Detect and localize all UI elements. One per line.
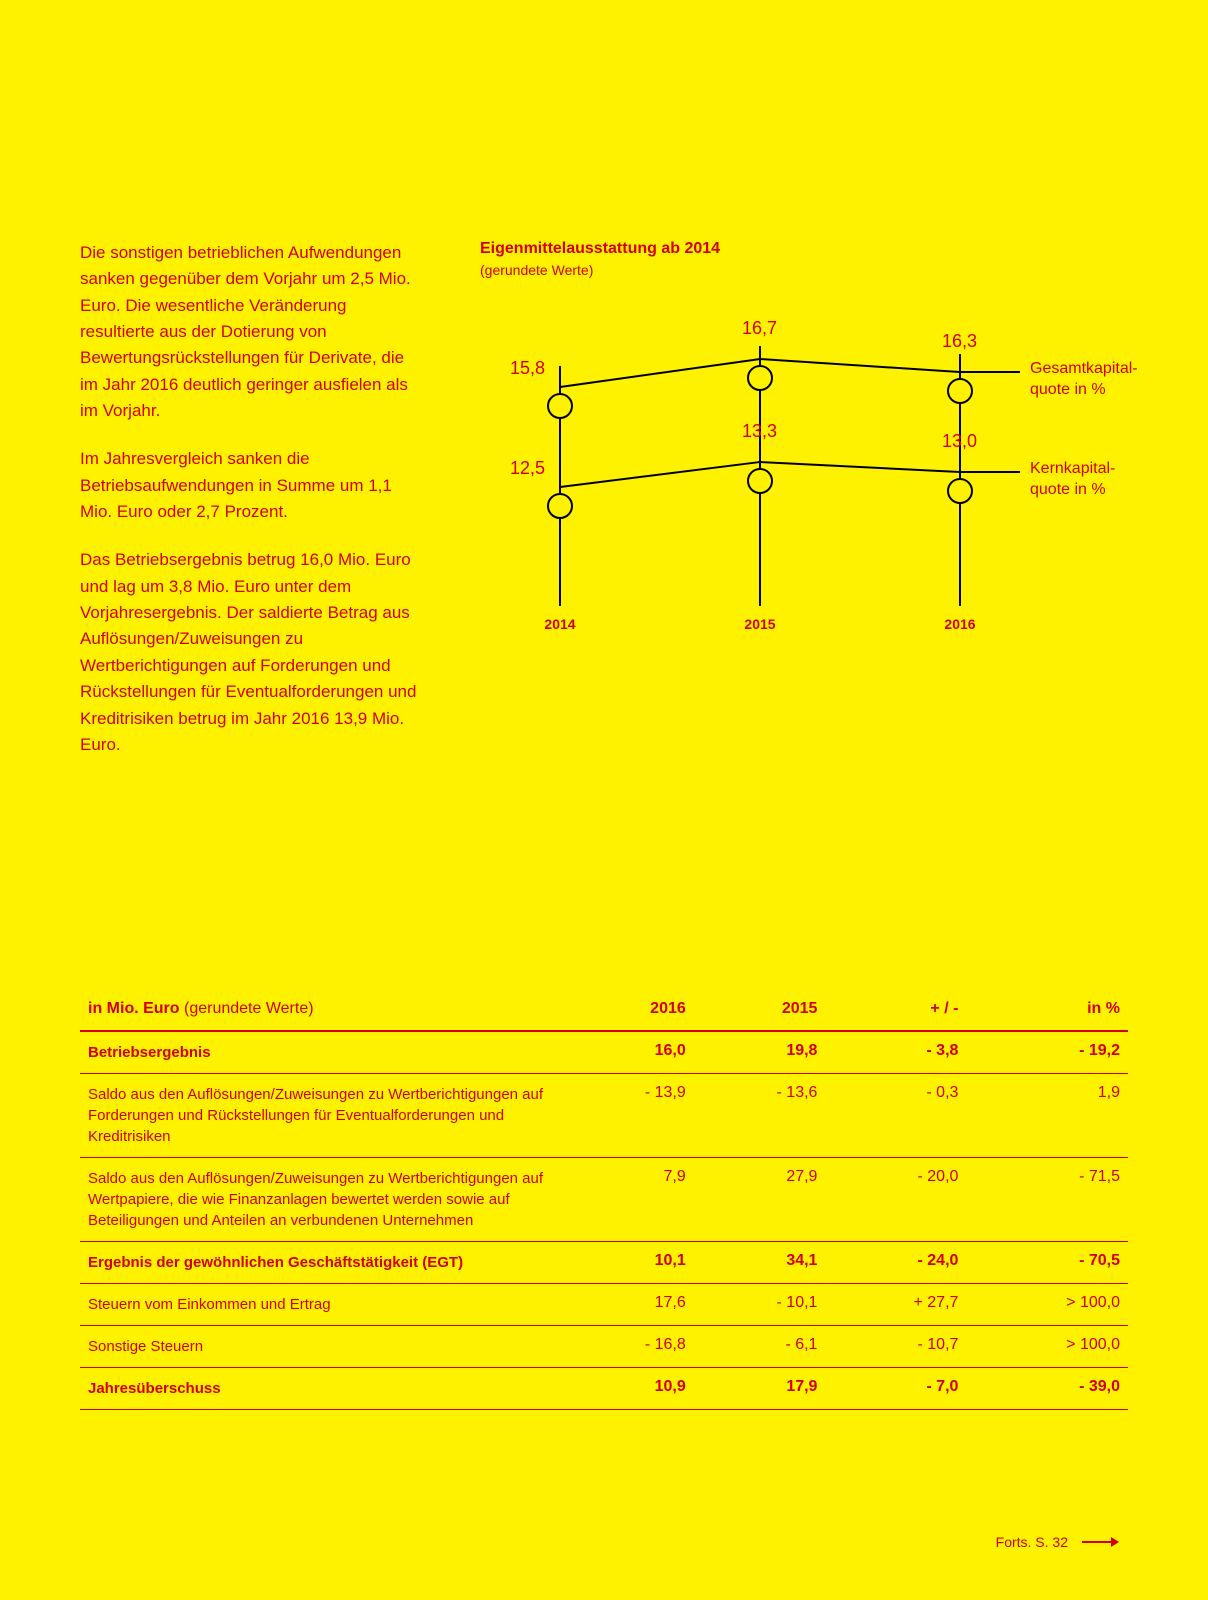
- table-cell: - 24,0: [825, 1242, 966, 1284]
- table-cell: 19,8: [694, 1031, 826, 1074]
- table-cell: 7,9: [562, 1158, 694, 1242]
- table-cell: 27,9: [694, 1158, 826, 1242]
- table-row: Betriebsergebnis 16,019,8- 3,8- 19,2: [80, 1031, 1128, 1074]
- table-cell: - 71,5: [966, 1158, 1128, 1242]
- table-cell: 10,9: [562, 1368, 694, 1410]
- chart-data-point: [947, 478, 973, 504]
- chart-data-point: [547, 493, 573, 519]
- chart-line: [560, 358, 760, 388]
- table-row: Sonstige Steuern - 16,8- 6,1- 10,7> 100,0: [80, 1326, 1128, 1368]
- table-cell: 17,9: [694, 1368, 826, 1410]
- table-cell: 16,0: [562, 1031, 694, 1074]
- table-cell: - 7,0: [825, 1368, 966, 1410]
- chart-line: [560, 461, 760, 488]
- chart-value-label: 12,5: [510, 458, 545, 479]
- table-cell: 34,1: [694, 1242, 826, 1284]
- table-column-header: in %: [966, 990, 1128, 1031]
- chart-line: [760, 358, 960, 373]
- chart-series-label: Gesamtkapital-quote in %: [1030, 359, 1138, 401]
- chart-value-label: 16,3: [942, 331, 977, 352]
- table-row-label: Saldo aus den Auflösungen/Zuweisungen zu…: [88, 1168, 554, 1231]
- chart-data-point: [947, 378, 973, 404]
- table-header-label: in Mio. Euro (gerundete Werte): [80, 990, 562, 1031]
- chart-leader-line: [960, 371, 1020, 373]
- chart-title: Eigenmittelausstattung ab 2014: [480, 240, 1128, 258]
- continuation-note: Forts. S. 32: [996, 1534, 1068, 1550]
- table-cell: - 10,1: [694, 1284, 826, 1326]
- table-cell: - 3,8: [825, 1031, 966, 1074]
- paragraph-1: Die sonstigen betrieblichen Aufwendungen…: [80, 240, 420, 424]
- table-cell: - 10,7: [825, 1326, 966, 1368]
- table-row-label: Ergebnis der gewöhnlichen Geschäftstätig…: [88, 1252, 463, 1273]
- table-cell: - 16,8: [562, 1326, 694, 1368]
- page-footer: Forts. S. 32: [996, 1534, 1118, 1550]
- chart-value-label: 13,3: [742, 421, 777, 442]
- table-cell: 10,1: [562, 1242, 694, 1284]
- chart-value-label: 13,0: [942, 431, 977, 452]
- table-row-label: Jahresüberschuss: [88, 1378, 221, 1399]
- capital-chart: Gesamtkapital-quote in %Kernkapital-quot…: [480, 286, 1120, 606]
- chart-column: Eigenmittelausstattung ab 2014 (gerundet…: [480, 240, 1128, 780]
- table-row: Saldo aus den Auflösungen/Zuweisungen zu…: [80, 1074, 1128, 1158]
- table-cell: - 6,1: [694, 1326, 826, 1368]
- chart-subtitle: (gerundete Werte): [480, 262, 1128, 278]
- table-row: Saldo aus den Auflösungen/Zuweisungen zu…: [80, 1158, 1128, 1242]
- table-cell: 17,6: [562, 1284, 694, 1326]
- paragraph-3: Das Betriebsergebnis betrug 16,0 Mio. Eu…: [80, 547, 420, 758]
- arrow-right-icon: [1082, 1541, 1118, 1543]
- table-cell: + 27,7: [825, 1284, 966, 1326]
- paragraph-2: Im Jahresvergleich sanken die Betriebsau…: [80, 446, 420, 525]
- chart-data-point: [747, 365, 773, 391]
- chart-value-label: 16,7: [742, 318, 777, 339]
- table-column-header: + / -: [825, 990, 966, 1031]
- chart-year-label: 2015: [744, 616, 775, 632]
- table-cell: > 100,0: [966, 1326, 1128, 1368]
- table-row-label: Saldo aus den Auflösungen/Zuweisungen zu…: [88, 1084, 554, 1147]
- chart-value-label: 15,8: [510, 358, 545, 379]
- table-cell: > 100,0: [966, 1284, 1128, 1326]
- table-row-label: Sonstige Steuern: [88, 1336, 203, 1357]
- table-column-header: 2015: [694, 990, 826, 1031]
- table-cell: - 19,2: [966, 1031, 1128, 1074]
- table-row: Ergebnis der gewöhnlichen Geschäftstätig…: [80, 1242, 1128, 1284]
- table-cell: - 13,6: [694, 1074, 826, 1158]
- table-cell: - 0,3: [825, 1074, 966, 1158]
- chart-line: [760, 461, 960, 473]
- table-column-header: 2016: [562, 990, 694, 1031]
- table-cell: - 70,5: [966, 1242, 1128, 1284]
- chart-year-label: 2016: [944, 616, 975, 632]
- chart-year-label: 2014: [544, 616, 575, 632]
- table-cell: 1,9: [966, 1074, 1128, 1158]
- table-row: Steuern vom Einkommen und Ertrag 17,6- 10…: [80, 1284, 1128, 1326]
- financial-table: in Mio. Euro (gerundete Werte)20162015+ …: [80, 990, 1128, 1410]
- chart-data-point: [547, 393, 573, 419]
- table-row-label: Steuern vom Einkommen und Ertrag: [88, 1294, 331, 1315]
- table-row: Jahresüberschuss 10,917,9- 7,0- 39,0: [80, 1368, 1128, 1410]
- chart-leader-line: [960, 471, 1020, 473]
- chart-data-point: [747, 468, 773, 494]
- table-cell: - 39,0: [966, 1368, 1128, 1410]
- body-text-column: Die sonstigen betrieblichen Aufwendungen…: [80, 240, 420, 780]
- table-row-label: Betriebsergebnis: [88, 1042, 211, 1063]
- table-cell: - 20,0: [825, 1158, 966, 1242]
- table-cell: - 13,9: [562, 1074, 694, 1158]
- chart-series-label: Kernkapital-quote in %: [1030, 459, 1115, 501]
